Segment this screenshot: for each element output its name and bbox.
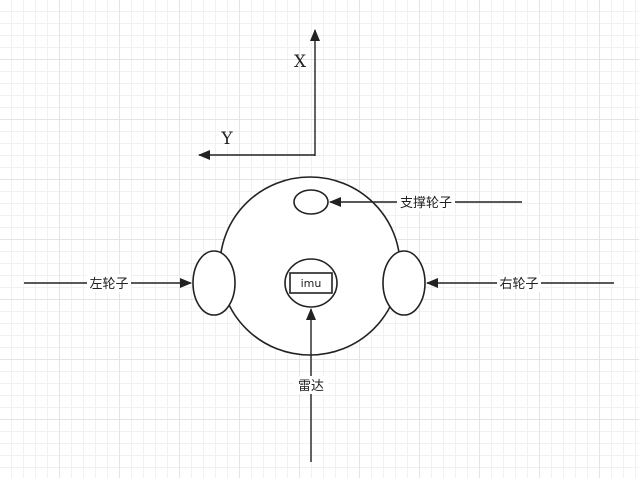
lidar-callout: 雷达 <box>294 308 328 462</box>
left-wheel <box>192 250 236 316</box>
support-wheel <box>293 189 329 215</box>
lidar-label-bg <box>294 376 328 394</box>
x-axis-label: X <box>294 52 307 72</box>
y-axis-label: Y <box>220 129 233 149</box>
right-wheel-label: 右轮子 <box>499 277 538 292</box>
left-wheel-callout: 左轮子 <box>24 274 192 292</box>
right-wheel-callout: 右轮子 <box>426 274 614 292</box>
support-wheel-label: 支撑轮子 <box>400 196 452 211</box>
lidar-label: 雷达 <box>298 379 324 394</box>
support-wheel-label-bg <box>397 193 455 211</box>
support-wheel-callout: 支撑轮子 <box>329 193 522 211</box>
imu-box <box>289 272 333 294</box>
left-wheel-label-bg <box>87 274 131 292</box>
coordinate-axes: X Y <box>198 29 320 160</box>
right-wheel <box>382 250 426 316</box>
right-wheel-label-bg <box>497 274 541 292</box>
imu-label: imu <box>301 277 322 290</box>
left-wheel-label: 左轮子 <box>89 277 128 292</box>
